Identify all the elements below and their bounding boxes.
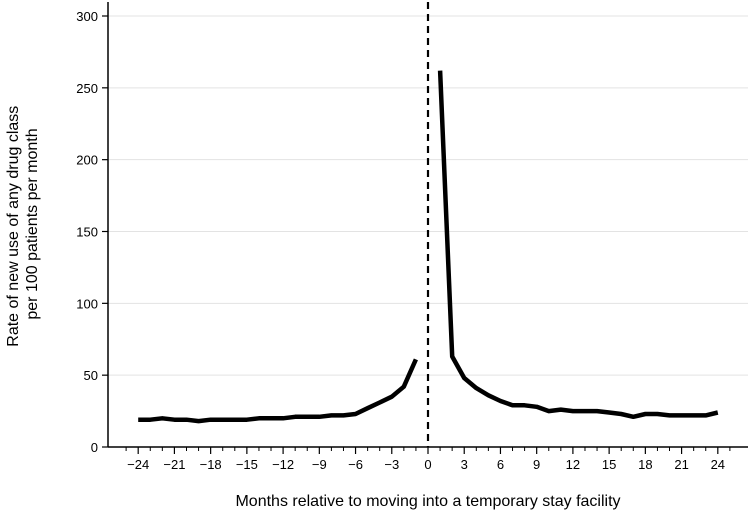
y-ticks: 0 50 100 150 200 250 300 [76, 9, 108, 455]
x-tick-label: −18 [200, 457, 222, 472]
y-tick-label: 50 [84, 368, 98, 383]
x-tick-label: 24 [711, 457, 725, 472]
x-ticks: −24 −21 −18 −15 −12 −9 −6 −3 0 3 6 9 12 15 18 21 24 [125, 447, 731, 472]
x-tick-label: 0 [424, 457, 431, 472]
y-tick-label: 0 [91, 440, 98, 455]
x-tick-label: 12 [566, 457, 580, 472]
x-tick-label: −3 [384, 457, 399, 472]
x-tick-label: 18 [638, 457, 652, 472]
x-tick-label: −6 [348, 457, 363, 472]
x-tick-label: −21 [163, 457, 185, 472]
series-group [138, 70, 719, 424]
x-tick-label: 6 [497, 457, 504, 472]
x-tick-label: −15 [236, 457, 258, 472]
y-tick-label: 100 [76, 296, 98, 311]
y-tick-label: 300 [76, 9, 98, 24]
x-tick-label: 15 [602, 457, 616, 472]
series-line [138, 358, 418, 424]
y-tick-label: 150 [76, 225, 98, 240]
y-tick-label: 200 [76, 153, 98, 168]
y-axis-title-line-2: per 100 patients per month [24, 128, 41, 319]
x-axis-title: Months relative to moving into a tempora… [235, 493, 620, 510]
x-tick-label: −12 [272, 457, 294, 472]
x-tick-label: −9 [312, 457, 327, 472]
y-axis-title: Rate of new use of any drug class per 10… [5, 101, 41, 346]
x-tick-label: −24 [127, 457, 149, 472]
y-axis-title-line-1: Rate of new use of any drug class [5, 106, 22, 347]
x-tick-label: 9 [533, 457, 540, 472]
series-line [437, 70, 719, 420]
x-tick-label: 3 [461, 457, 468, 472]
x-tick-label: 21 [674, 457, 688, 472]
y-tick-label: 250 [76, 81, 98, 96]
